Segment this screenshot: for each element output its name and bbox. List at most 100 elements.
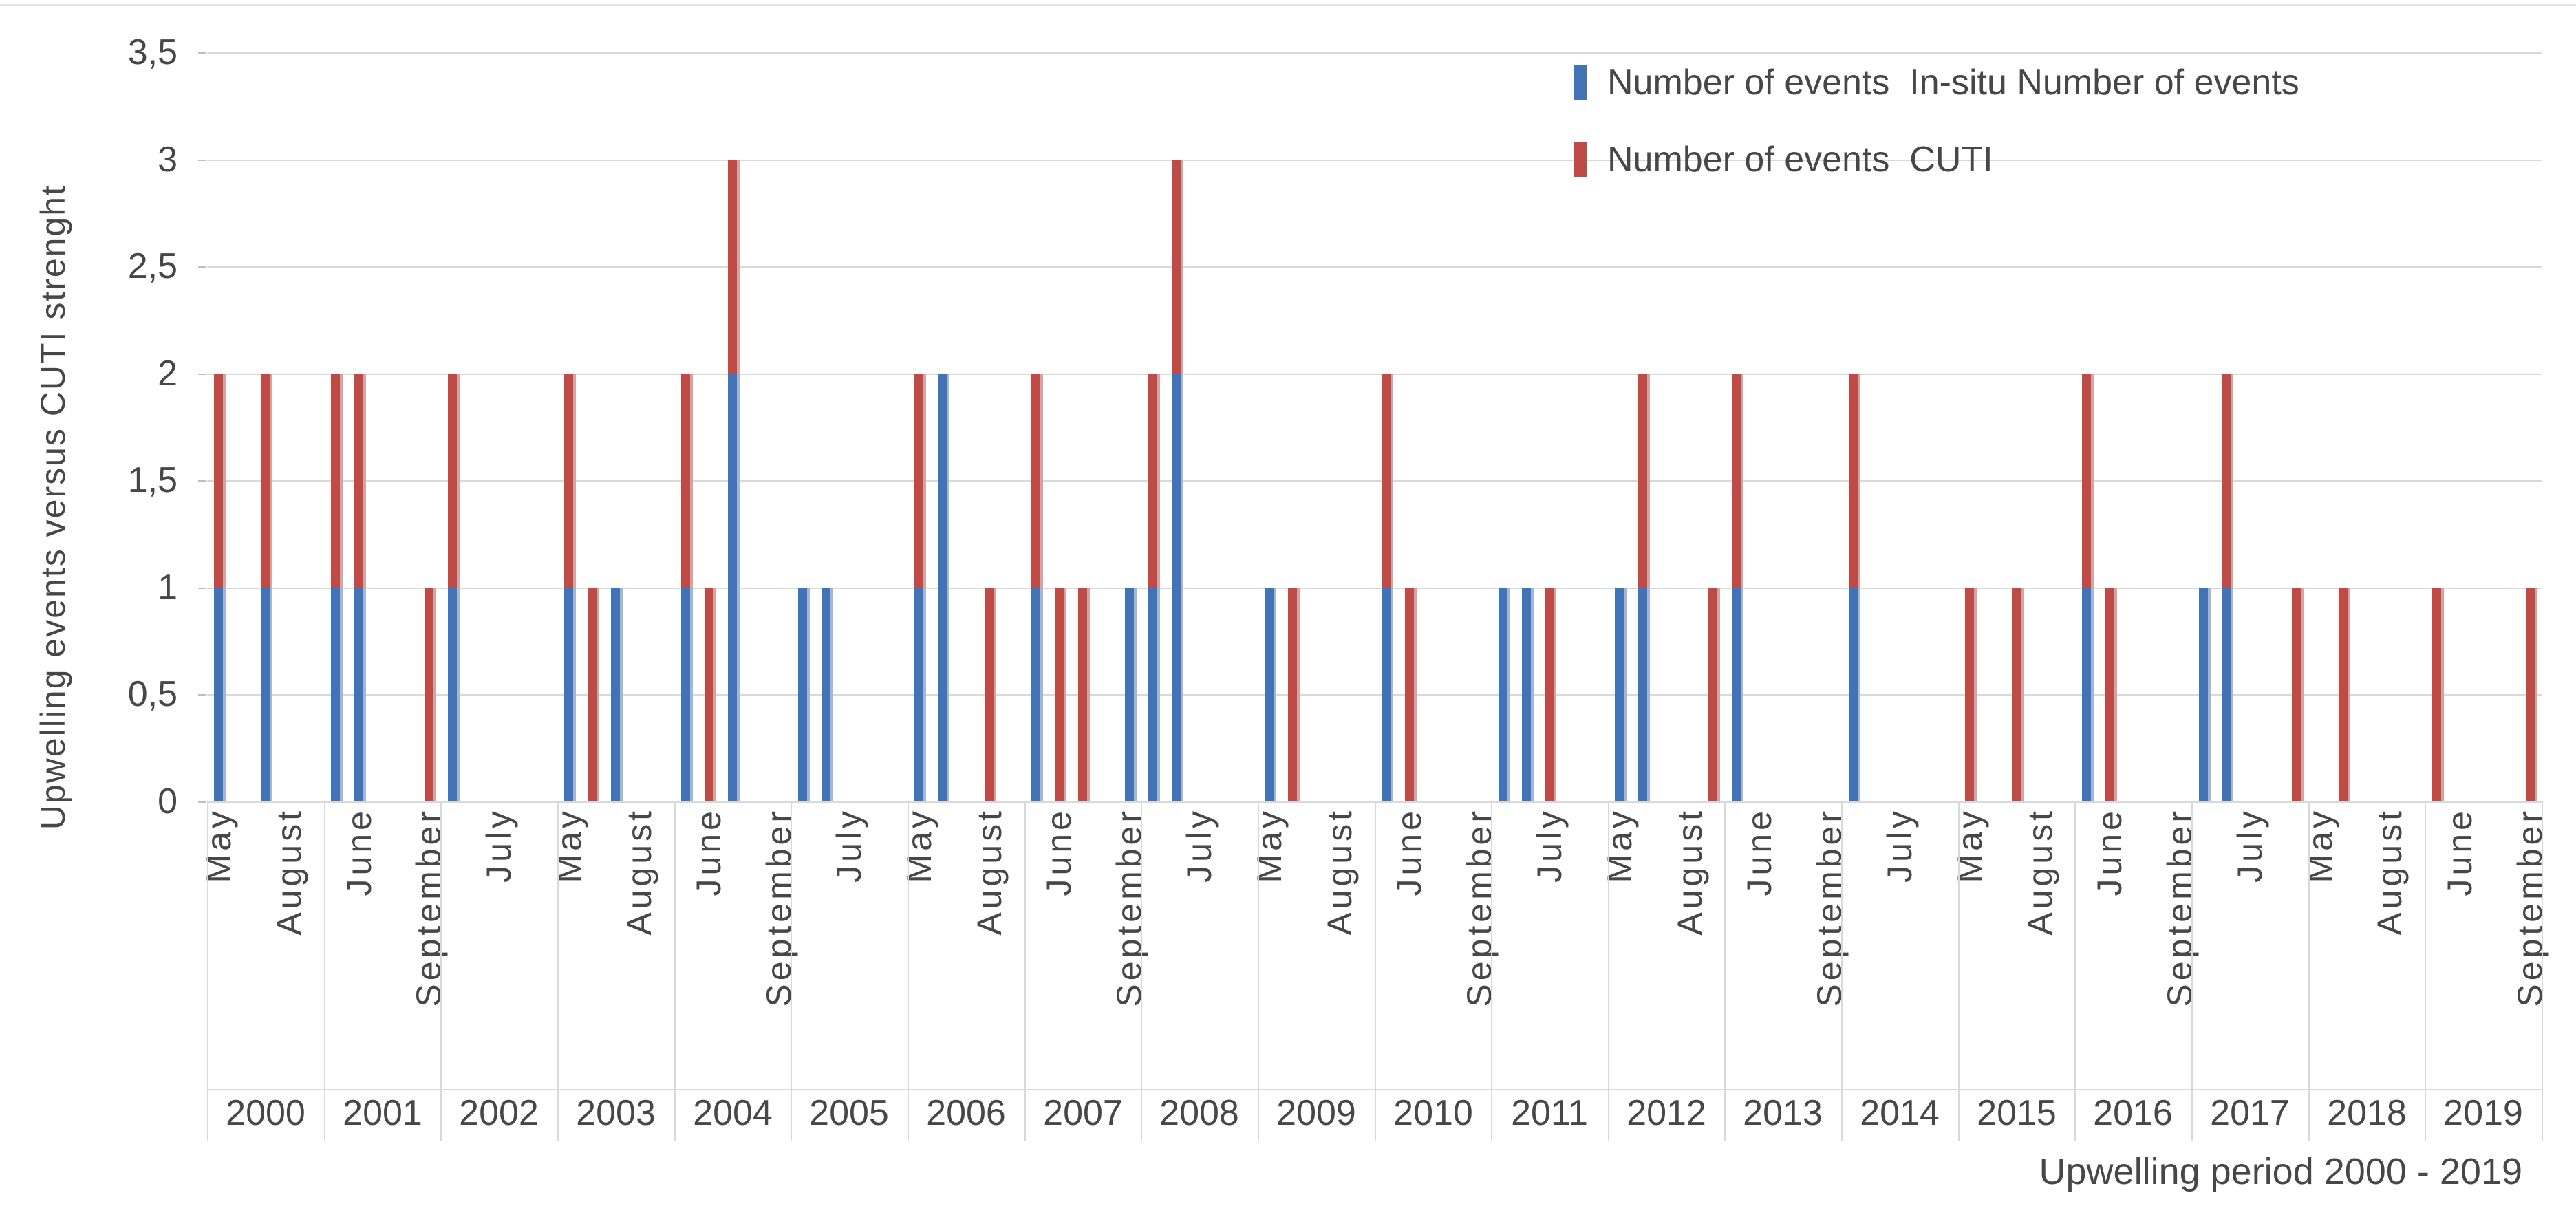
year-label: 2007: [1043, 1093, 1123, 1133]
legend-item-insitu: Number of events In-situ Number of event…: [1574, 58, 2299, 107]
bar-cuti-2004-July: [728, 160, 740, 374]
year-label: 2008: [1159, 1093, 1239, 1133]
bar-cuti-2003-June: [588, 588, 599, 801]
year-group-separator: [207, 801, 208, 1141]
year-label: 2003: [576, 1093, 656, 1133]
bar-cuti-2000-July: [261, 374, 272, 588]
year-label: 2006: [926, 1093, 1006, 1133]
month-tick-label: August: [620, 808, 658, 936]
y-axis-tick: [198, 801, 206, 803]
bar-insitu-2014-May: [1849, 588, 1860, 801]
bar-insitu-2017-May: [2199, 588, 2211, 801]
month-tick-label: June: [1390, 808, 1428, 896]
bar-cuti-2015-July: [2012, 588, 2024, 801]
bar-cuti-2012-June: [1638, 374, 1650, 588]
month-tick-label: May: [550, 808, 588, 883]
year-label: 2000: [226, 1093, 305, 1133]
bar-cuti-2019-May: [2432, 588, 2444, 801]
bar-cuti-2001-May: [331, 374, 343, 588]
year-label: 2010: [1393, 1093, 1473, 1133]
month-tick-label: September: [760, 808, 798, 1007]
month-tick-label: June: [2090, 808, 2129, 896]
bar-insitu-2009-May: [1265, 588, 1276, 801]
bar-insitu-2000-May: [214, 588, 226, 801]
gridline: [207, 160, 2542, 161]
bar-cuti-2019-September: [2526, 588, 2537, 801]
month-tick-label: May: [1250, 808, 1289, 883]
bar-insitu-2011-May: [1499, 588, 1510, 801]
bar-insitu-2017-June: [2222, 588, 2233, 801]
y-tick-label: 3: [158, 140, 178, 180]
year-label: 2012: [1627, 1093, 1706, 1133]
bar-cuti-2008-June: [1172, 160, 1183, 374]
bar-insitu-2003-May: [564, 588, 576, 801]
year-group-separator: [1258, 801, 1259, 1141]
y-tick-label: 2: [158, 354, 178, 394]
year-group-separator: [791, 801, 792, 1141]
year-group-separator: [2425, 801, 2426, 1141]
month-tick-label: August: [2370, 808, 2409, 936]
bar-cuti-2000-May: [214, 374, 226, 588]
bar-insitu-2013-May: [1732, 588, 1743, 801]
y-axis-tick: [198, 160, 206, 161]
gridline: [207, 694, 2542, 696]
year-label: 2001: [343, 1093, 422, 1133]
bar-insitu-2003-July: [611, 588, 623, 801]
bar-cuti-2017-June: [2222, 374, 2233, 588]
year-label: 2005: [809, 1093, 889, 1133]
month-tick-label: June: [1040, 808, 1078, 896]
y-tick-label: 3,5: [127, 32, 178, 72]
bar-cuti-2012-September: [1708, 588, 1720, 801]
y-axis-tick: [198, 52, 206, 54]
year-group-separator: [1141, 801, 1142, 1141]
year-label: 2013: [1743, 1093, 1823, 1133]
month-tick-label: September: [2160, 808, 2199, 1007]
legend-label-insitu: Number of events In-situ Number of event…: [1607, 63, 2299, 103]
year-label: 2014: [1860, 1093, 1940, 1133]
year-group-separator: [2191, 801, 2193, 1141]
year-group-separator: [1841, 801, 1843, 1141]
year-group-separator: [1958, 801, 1960, 1141]
month-tick-label: September: [1460, 808, 1499, 1007]
month-tick-label: May: [1600, 808, 1639, 883]
year-group-separator: [324, 801, 325, 1141]
bar-cuti-2011-July: [1545, 588, 1556, 801]
month-tick-label: September: [1110, 808, 1148, 1007]
year-group-separator: [1608, 801, 1609, 1141]
bar-cuti-2006-August: [985, 588, 996, 801]
bar-cuti-2007-May: [1031, 374, 1043, 588]
bar-cuti-2013-May: [1732, 374, 1743, 588]
month-tick-label: May: [1951, 808, 1989, 883]
year-group-separator: [2542, 801, 2543, 1141]
y-tick-label: 2,5: [127, 246, 178, 286]
year-label: 2004: [693, 1093, 773, 1133]
month-tick-label: July: [480, 808, 518, 883]
month-tick-label: September: [2511, 808, 2549, 1007]
month-tick-label: August: [1671, 808, 1709, 936]
bar-cuti-2009-June: [1288, 588, 1300, 801]
bar-insitu-2005-June: [822, 588, 833, 801]
year-group-separator: [1024, 801, 1026, 1141]
month-tick-label: July: [1880, 808, 1919, 883]
month-tick-label: May: [2301, 808, 2339, 883]
year-label: 2018: [2327, 1093, 2407, 1133]
month-tick-label: June: [1740, 808, 1779, 896]
figure-top-border: [0, 4, 2576, 6]
bar-cuti-2004-June: [705, 588, 716, 801]
bar-insitu-2001-May: [331, 588, 343, 801]
month-tick-label: August: [2021, 808, 2059, 936]
year-group-separator: [557, 801, 559, 1141]
bar-insitu-2000-July: [261, 588, 272, 801]
x-axis-tier-line: [207, 1089, 2542, 1090]
y-tick-label: 1,5: [127, 460, 178, 500]
bar-insitu-2007-September: [1125, 588, 1137, 801]
bar-insitu-2002-May: [448, 588, 460, 801]
year-group-separator: [908, 801, 909, 1141]
year-label: 2002: [459, 1093, 539, 1133]
bar-cuti-2015-May: [1965, 588, 1977, 801]
year-label: 2019: [2443, 1093, 2523, 1133]
y-tick-label: 0,5: [127, 674, 178, 714]
month-tick-label: July: [830, 808, 868, 883]
month-tick-label: August: [970, 808, 1009, 936]
bar-cuti-2008-May: [1148, 374, 1160, 588]
